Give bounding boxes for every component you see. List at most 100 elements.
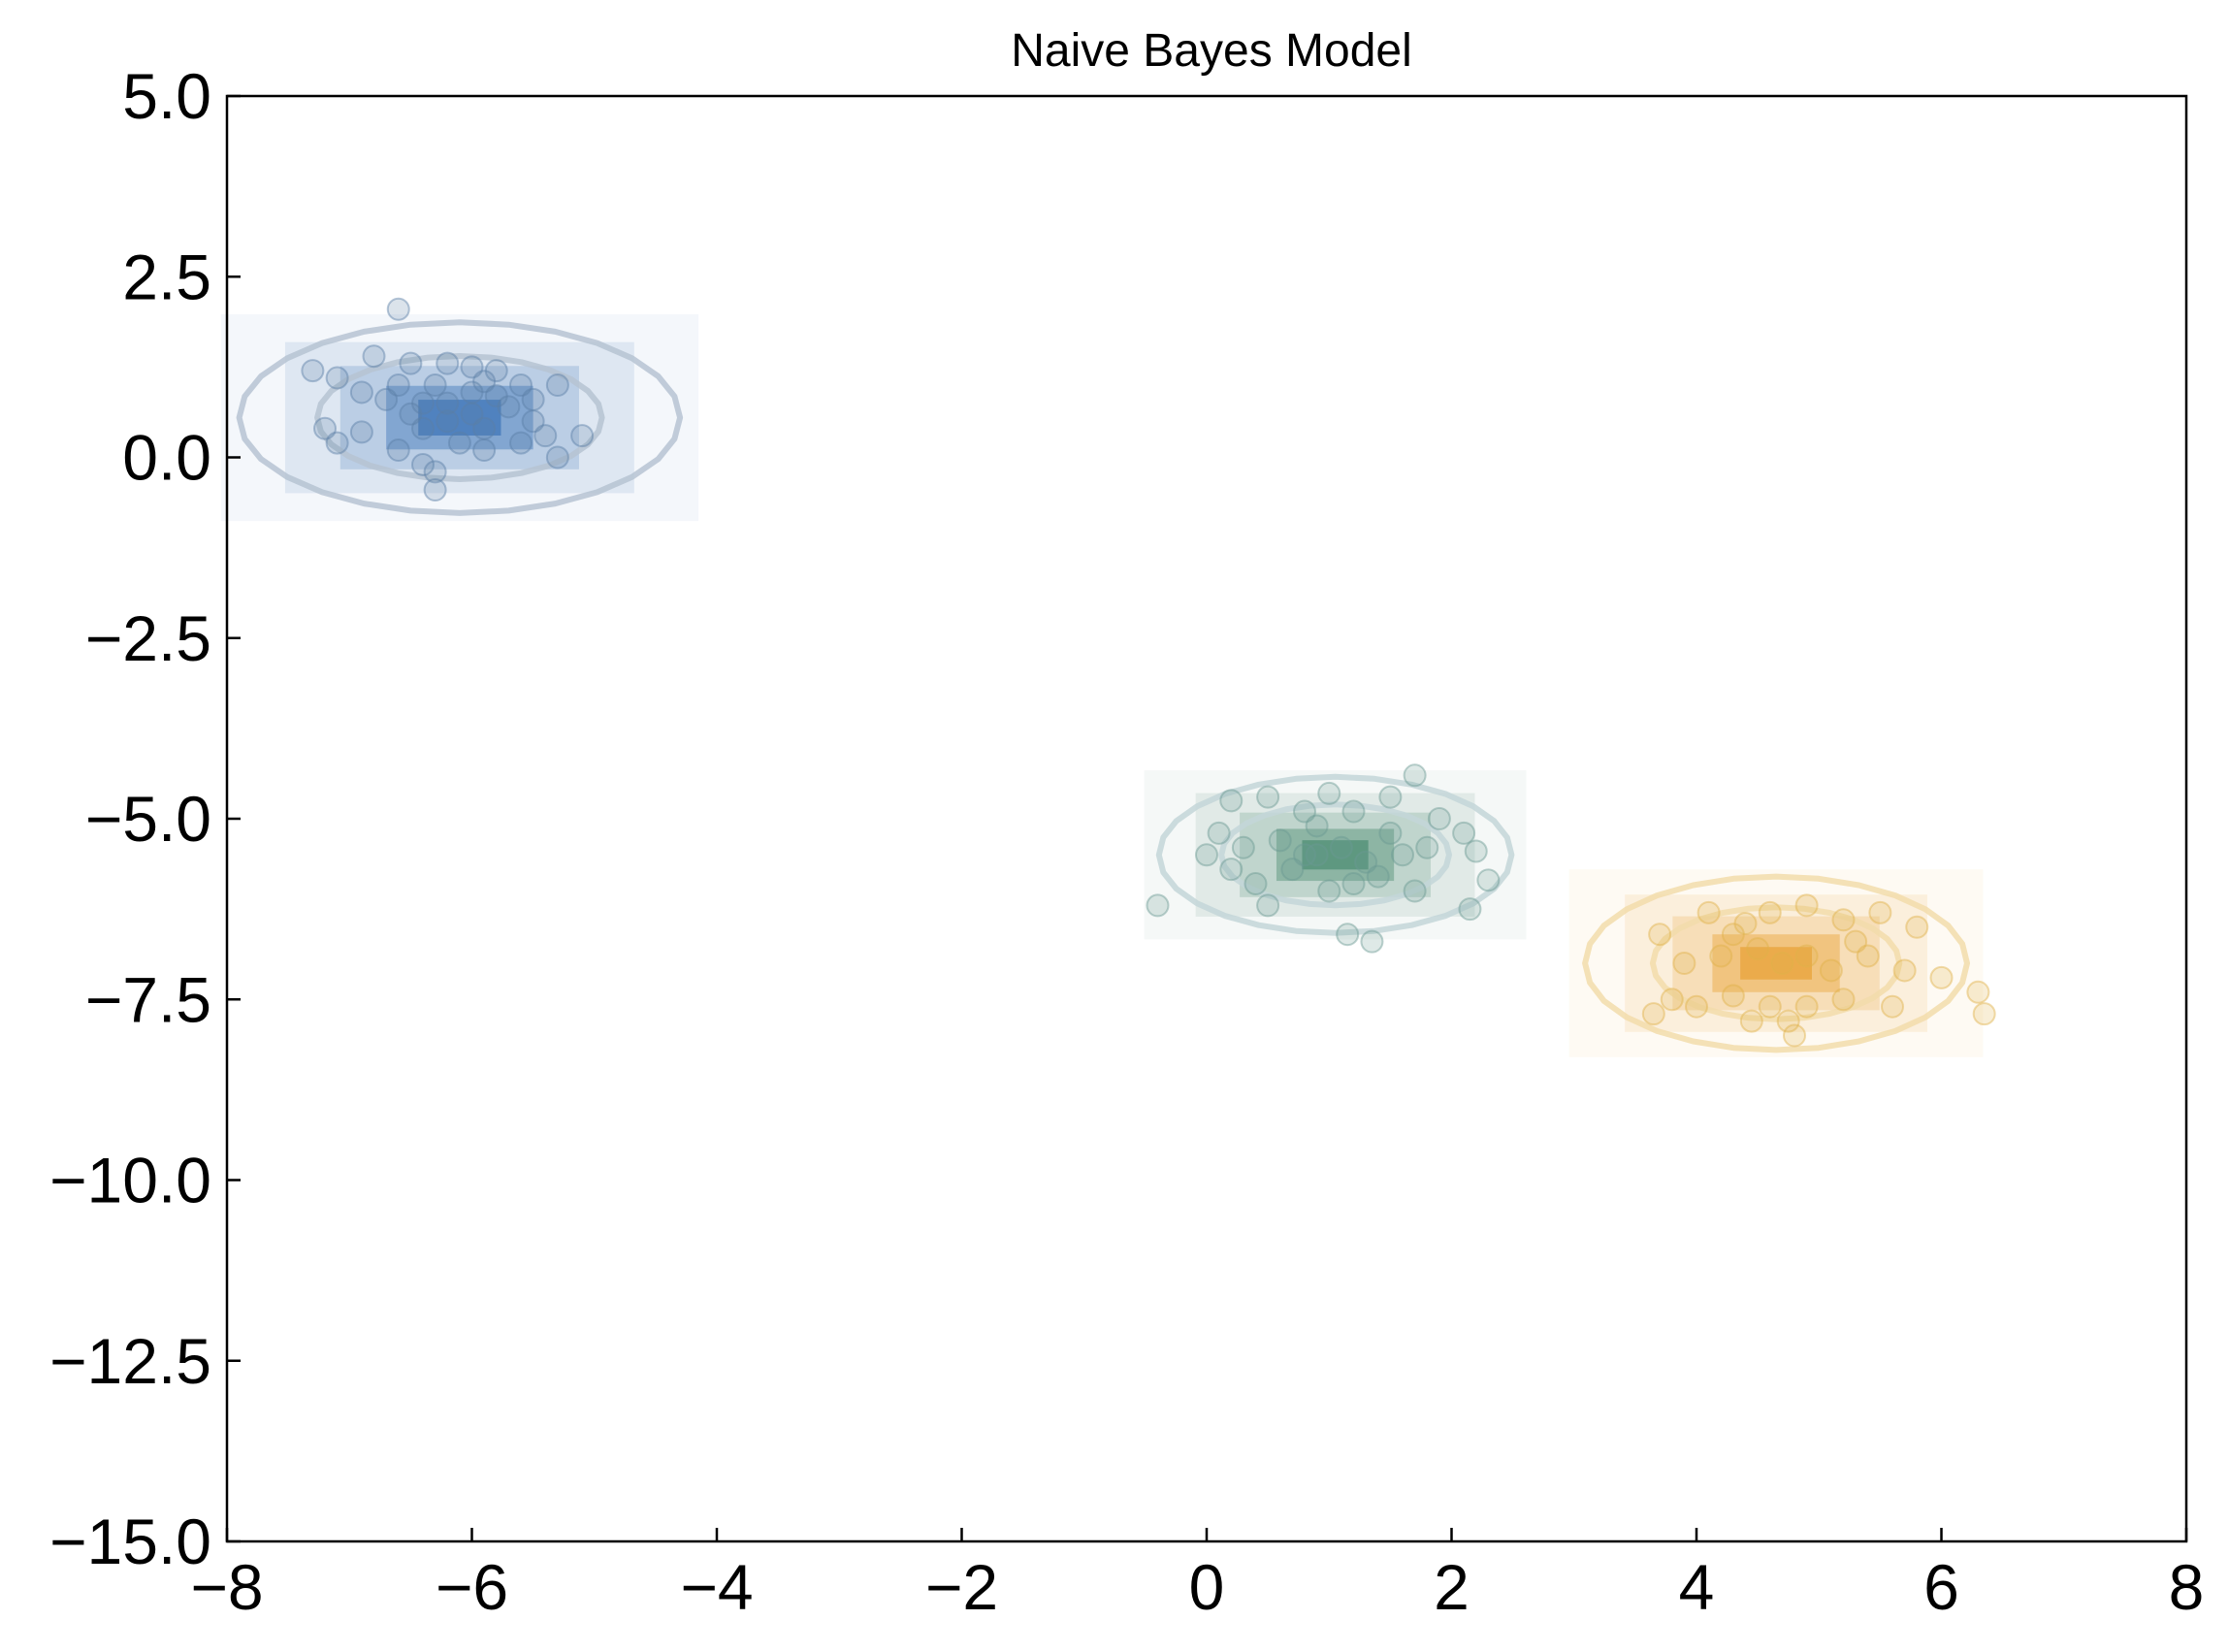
data-point	[386, 438, 410, 463]
data-point	[1776, 1009, 1800, 1033]
y-tick-label: −12.5	[49, 1325, 211, 1397]
contour-1-1	[1155, 773, 1515, 936]
data-point	[1831, 908, 1856, 932]
contour-0-1	[236, 319, 684, 516]
data-point	[1831, 988, 1856, 1012]
data-point	[386, 297, 410, 321]
data-point	[1794, 944, 1819, 968]
data-point	[1293, 843, 1316, 867]
data-point	[1354, 850, 1378, 874]
x-tick-label: 0	[1189, 1551, 1225, 1623]
data-point	[447, 431, 471, 455]
data-point	[484, 359, 508, 383]
data-point	[521, 387, 545, 411]
data-point	[1391, 843, 1414, 867]
data-point	[1881, 994, 1904, 1019]
chart-title: Naive Bayes Model	[1011, 25, 1412, 77]
x-tick-label: 6	[1923, 1551, 1959, 1623]
data-point	[1758, 994, 1782, 1019]
data-point	[313, 416, 337, 440]
data-point	[436, 351, 460, 375]
data-point	[436, 391, 460, 415]
data-point	[1929, 965, 1954, 989]
y-tick-label: 5.0	[122, 60, 211, 132]
data-point	[1648, 923, 1672, 947]
data-point	[1256, 785, 1280, 809]
data-point	[1972, 1002, 1996, 1026]
contour-2-0	[1649, 904, 1903, 1022]
data-point	[1819, 958, 1843, 983]
data-point	[1403, 763, 1427, 788]
data-point	[1868, 900, 1892, 924]
x-tick-label: −8	[190, 1551, 263, 1623]
data-point	[1856, 944, 1880, 968]
data-point	[1794, 994, 1819, 1019]
data-point	[1721, 923, 1745, 947]
data-point	[1709, 944, 1733, 968]
data-point	[411, 391, 435, 415]
data-point	[1378, 785, 1403, 809]
data-point	[1892, 958, 1917, 983]
data-point	[1317, 879, 1341, 903]
x-tick-label: −4	[680, 1551, 753, 1623]
data-point	[1317, 781, 1341, 805]
data-point	[1452, 821, 1476, 845]
points-layer	[301, 297, 1996, 1048]
data-point	[349, 420, 373, 444]
data-point	[1739, 1009, 1763, 1033]
data-point	[1660, 988, 1684, 1012]
x-tick-label: 2	[1434, 1551, 1470, 1623]
density-band-1-4	[1302, 840, 1369, 870]
data-point	[1305, 843, 1329, 867]
data-point	[325, 366, 349, 390]
data-point	[1721, 984, 1745, 1008]
data-point	[1770, 952, 1794, 975]
data-point	[1219, 858, 1244, 882]
data-point	[1219, 789, 1244, 813]
data-point	[399, 351, 423, 375]
data-point	[1794, 893, 1819, 918]
data-point	[460, 380, 484, 405]
data-point	[1244, 872, 1268, 896]
contour-layer	[236, 319, 1970, 1053]
x-tick-label: 8	[2169, 1551, 2205, 1623]
data-point	[1336, 923, 1360, 947]
data-point	[460, 355, 484, 379]
data-point	[1341, 799, 1366, 824]
y-tick-label: −5.0	[85, 783, 211, 855]
data-point	[1195, 843, 1218, 867]
data-point	[1305, 814, 1329, 838]
data-point	[1415, 835, 1439, 859]
data-point	[545, 445, 569, 470]
data-point	[1360, 929, 1384, 954]
data-point	[1146, 893, 1170, 918]
y-tick-label: 2.5	[122, 241, 211, 312]
data-point	[349, 380, 373, 405]
data-point	[1905, 915, 1929, 939]
data-point	[472, 416, 497, 440]
data-point	[570, 424, 595, 448]
data-point	[1207, 821, 1231, 845]
data-point	[1378, 821, 1403, 845]
data-point	[1458, 897, 1482, 922]
x-tick-label: 4	[1679, 1551, 1715, 1623]
data-point	[386, 373, 410, 397]
data-point	[1758, 900, 1782, 924]
data-point	[1403, 879, 1427, 903]
data-point	[1696, 900, 1721, 924]
data-point	[1329, 835, 1353, 859]
data-point	[399, 402, 423, 426]
data-point	[472, 438, 497, 463]
y-tick-label: −7.5	[85, 963, 211, 1035]
data-point	[1966, 980, 1990, 1004]
data-point	[1672, 952, 1696, 975]
data-point	[1641, 1002, 1665, 1026]
data-point	[1733, 912, 1758, 936]
density-layer	[220, 313, 1984, 1057]
data-point	[436, 409, 460, 434]
y-tick-label: −10.0	[49, 1145, 211, 1216]
data-point	[1685, 994, 1708, 1019]
data-point	[411, 416, 435, 440]
data-point	[1366, 864, 1390, 889]
